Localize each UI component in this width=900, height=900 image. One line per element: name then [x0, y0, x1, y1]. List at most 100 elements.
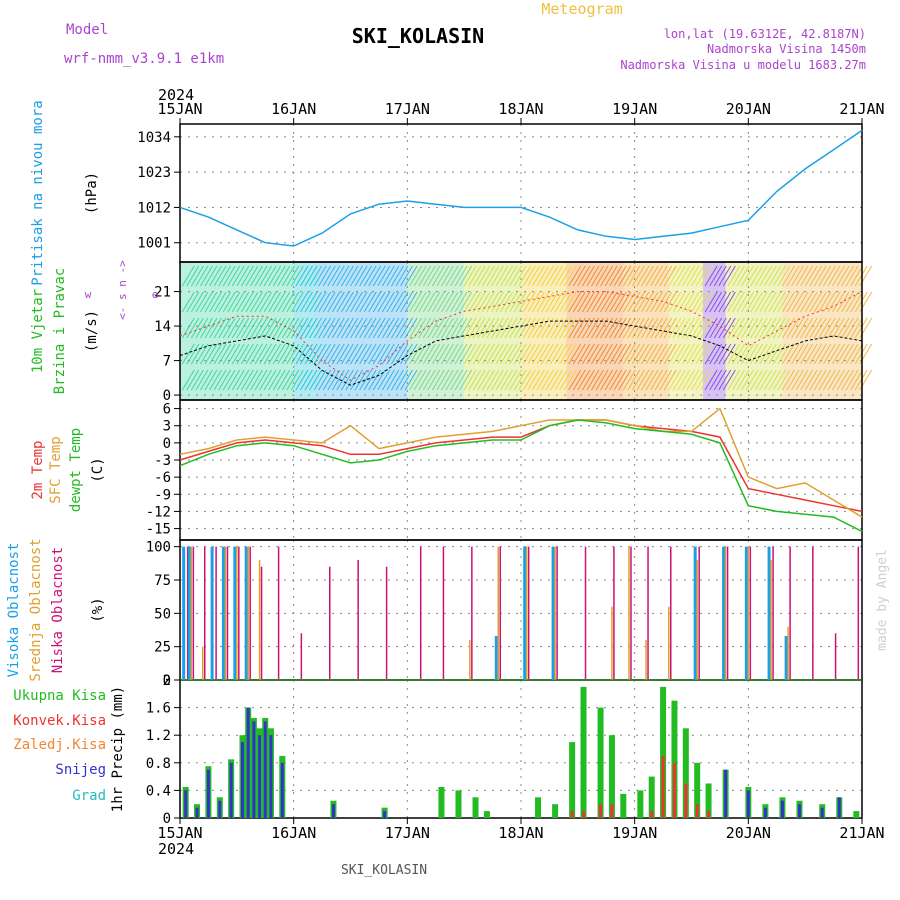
- wind-barb: [268, 343, 282, 365]
- wind-barb: [195, 369, 209, 391]
- wind-barb: [650, 317, 664, 339]
- wind-barb: [468, 343, 482, 365]
- wind-barb: [277, 317, 291, 339]
- wind-barb: [536, 291, 550, 313]
- wind-barb: [709, 317, 723, 339]
- wind-barb: [495, 369, 509, 391]
- wind-barb: [791, 369, 804, 391]
- wind-barb: [613, 291, 627, 313]
- wind-barb: [841, 291, 854, 313]
- panel-frame: [179, 123, 863, 263]
- wind-barb: [186, 317, 200, 339]
- wind-barb: [636, 291, 650, 313]
- y-tick-label: 1.2: [146, 728, 171, 744]
- wind-barb: [782, 317, 795, 339]
- wind-barb: [259, 291, 272, 313]
- wind-barb: [854, 369, 868, 391]
- wind-barb: [704, 369, 718, 391]
- wind-barb: [659, 369, 673, 391]
- wind-barb: [645, 369, 659, 391]
- wind-barb: [854, 265, 868, 287]
- wind-barb: [818, 369, 832, 391]
- wind-barb: [631, 369, 645, 391]
- wind-barb: [300, 369, 313, 391]
- model-label: Model: [66, 22, 108, 38]
- wind-barb: [381, 317, 395, 339]
- ylabel-dewpt-temp: dewpt Temp: [68, 428, 84, 512]
- wind-barb: [359, 369, 373, 391]
- wind-barb: [340, 369, 354, 391]
- wind-barb: [609, 265, 623, 287]
- wind-barb: [641, 291, 654, 313]
- y-tick-label: -9: [154, 487, 171, 503]
- wind-barb: [331, 265, 345, 287]
- wind-barb: [768, 291, 782, 313]
- wind-barb: [631, 265, 645, 287]
- x-tick-label-bottom: 20JAN: [726, 824, 771, 842]
- wind-barb: [181, 265, 195, 287]
- wind-barb: [372, 343, 386, 365]
- wind-barb: [786, 317, 800, 339]
- wind-barb: [468, 317, 482, 339]
- wind-barb: [668, 291, 682, 313]
- wind-barb: [491, 265, 504, 287]
- precip-snow-bar: [184, 790, 188, 818]
- wind-barb: [686, 291, 700, 313]
- wind-barb: [331, 369, 345, 391]
- dir-legend-w: w: [85, 288, 92, 301]
- wind-barb: [363, 291, 377, 313]
- wind-barb: [713, 291, 727, 313]
- wind-barb: [250, 291, 263, 313]
- wind-barb: [832, 265, 845, 287]
- wind-barb: [704, 265, 718, 287]
- wind-barb: [813, 343, 827, 365]
- wind-barb: [240, 265, 254, 287]
- wind-barb: [431, 291, 445, 313]
- wind-barb: [795, 369, 809, 391]
- wind-barb: [272, 317, 286, 339]
- wind-barb: [691, 291, 704, 313]
- wind-barb: [704, 317, 718, 339]
- wind-barb: [345, 343, 359, 365]
- wind-barb: [768, 265, 782, 287]
- wind-barb: [813, 369, 827, 391]
- wind-barb: [832, 343, 845, 365]
- wind-barb: [400, 317, 413, 339]
- wind-barb: [459, 291, 473, 313]
- wind-barb: [231, 265, 245, 287]
- wind-barb: [286, 317, 300, 339]
- wind-barb: [586, 265, 600, 287]
- wind-barb: [577, 291, 591, 313]
- wind-barb: [745, 369, 759, 391]
- wind-barb: [695, 343, 709, 365]
- precip-total-bar: [660, 686, 667, 818]
- wind-barb: [627, 291, 641, 313]
- wind-barb: [722, 369, 736, 391]
- wind-barb: [563, 291, 577, 313]
- y-tick-label: 0.8: [146, 756, 171, 772]
- wind-barb: [804, 369, 818, 391]
- wind-barb: [504, 291, 518, 313]
- wind-barb: [845, 369, 859, 391]
- wind-barb: [477, 369, 491, 391]
- wind-barb: [659, 317, 673, 339]
- wind-barb: [377, 317, 391, 339]
- wind-barb: [759, 265, 773, 287]
- wind-barb: [236, 317, 250, 339]
- wind-barb: [222, 369, 236, 391]
- wind-barb: [240, 343, 254, 365]
- wind-barb: [445, 369, 459, 391]
- wind-barb: [645, 317, 659, 339]
- wind-barb: [809, 317, 823, 339]
- wind-barb: [481, 291, 495, 313]
- wind-barb: [841, 317, 854, 339]
- wind-barb: [309, 291, 323, 313]
- wind-barb: [663, 343, 677, 365]
- ylabel-sfc-temp: SFC Temp: [48, 436, 64, 503]
- wind-barb: [441, 291, 454, 313]
- wind-barb: [636, 369, 650, 391]
- wind-barb: [463, 343, 477, 365]
- wind-barb: [804, 291, 818, 313]
- wind-barb: [677, 291, 691, 313]
- wind-barb: [786, 291, 800, 313]
